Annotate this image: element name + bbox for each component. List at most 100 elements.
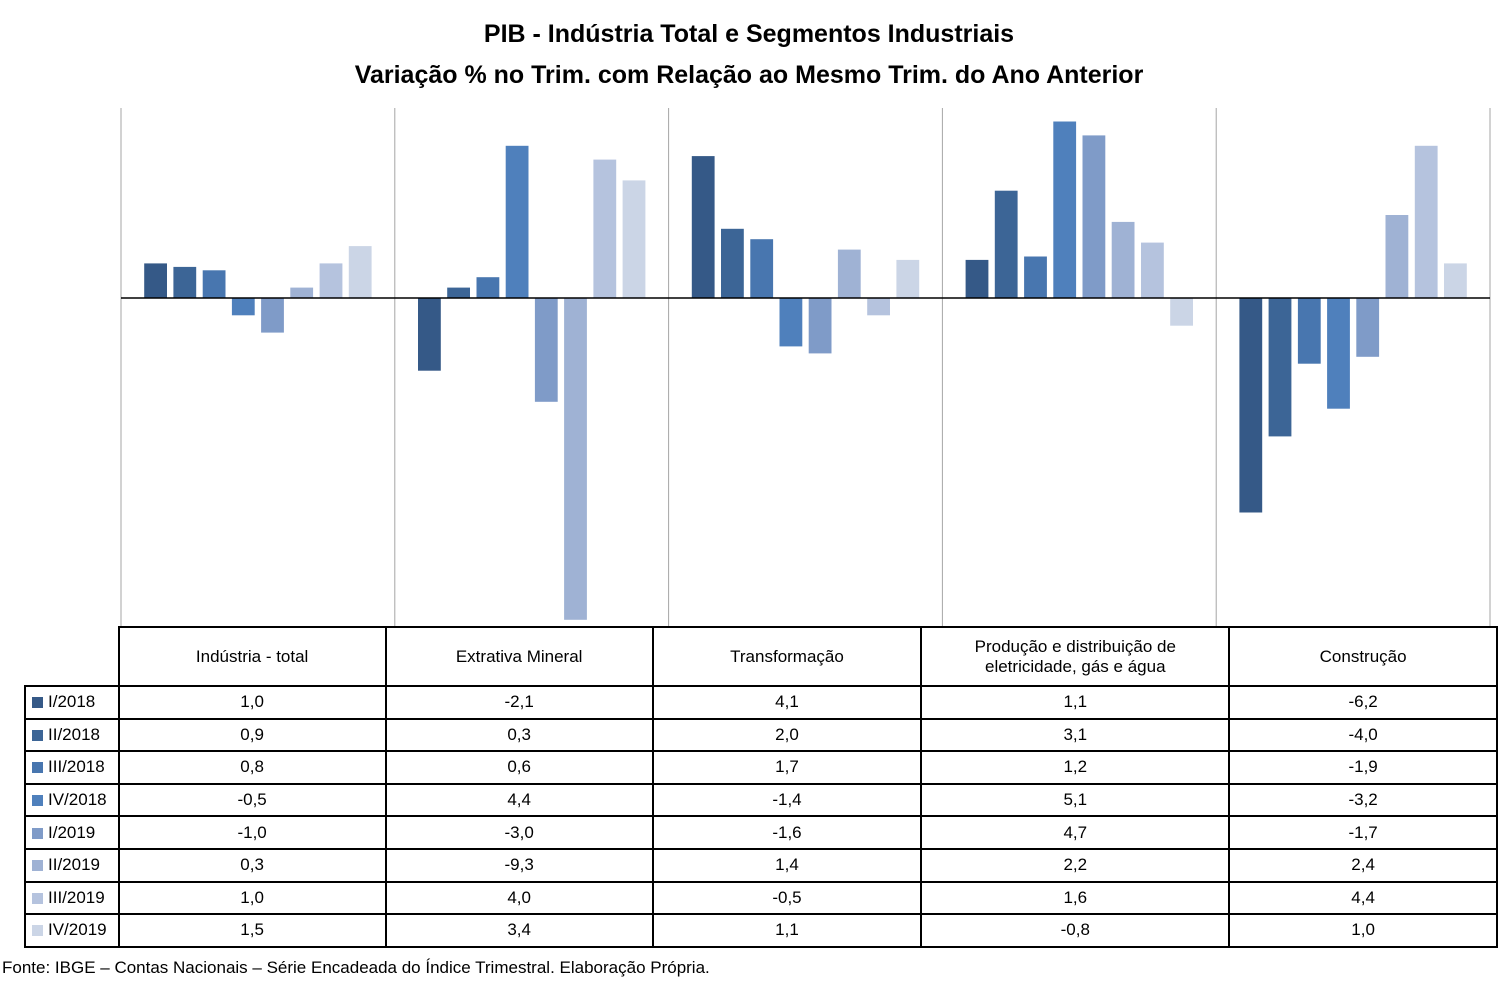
table-cell-value: -0,8 xyxy=(920,913,1231,948)
legend-cell: IV/2018 xyxy=(24,782,120,818)
table-cell-value: 0,3 xyxy=(384,717,654,753)
table-cell-value: -4,0 xyxy=(1228,717,1498,753)
column-header: Indústria - total xyxy=(117,626,387,687)
column-header: Construção xyxy=(1228,626,1498,687)
bar xyxy=(476,277,500,298)
bar xyxy=(808,298,832,354)
legend-label: III/2019 xyxy=(48,887,105,907)
column-header: Extrativa Mineral xyxy=(384,626,654,687)
table-cell-value: -1,9 xyxy=(1228,750,1498,785)
table-cell-value: 4,4 xyxy=(384,782,654,818)
legend-swatch-icon xyxy=(32,697,43,709)
chart-subtitle: Variação % no Trim. com Relação ao Mesmo… xyxy=(354,61,1144,89)
bar xyxy=(1268,298,1292,437)
bar xyxy=(202,270,226,298)
table-row: IV/2019 1,5 3,4 1,1 -0,8 1,0 xyxy=(24,913,1498,948)
table-cell-value: 0,6 xyxy=(384,750,654,785)
legend-cell: II/2018 xyxy=(24,717,120,753)
table-cell-value: -0,5 xyxy=(651,880,923,916)
table-cell-value: 2,4 xyxy=(1228,847,1498,883)
table-row: I/2019 -1,0 -3,0 -1,6 4,7 -1,7 xyxy=(24,815,1498,850)
legend-label: II/2018 xyxy=(48,724,100,744)
table-cell-value: -0,5 xyxy=(117,782,387,818)
table-cell-value: -1,4 xyxy=(651,782,923,818)
bar xyxy=(144,263,167,298)
bar xyxy=(1053,121,1077,298)
legend-cell: III/2018 xyxy=(24,750,120,785)
bar xyxy=(534,298,558,402)
legend-swatch-icon xyxy=(32,762,43,774)
table-cell-value: 1,5 xyxy=(117,913,387,948)
legend-label: I/2018 xyxy=(48,692,96,712)
legend-swatch-icon xyxy=(32,925,43,937)
table-cell-value: 4,4 xyxy=(1228,880,1498,916)
table-row: IV/2018 -0,5 4,4 -1,4 5,1 -3,2 xyxy=(24,782,1498,818)
table-cell-value: 3,4 xyxy=(384,913,654,948)
table-row: II/2018 0,9 0,3 2,0 3,1 -4,0 xyxy=(24,717,1498,753)
column-header: Produção e distribuição de eletricidade,… xyxy=(920,626,1231,687)
bar xyxy=(721,228,744,298)
bar xyxy=(1414,145,1438,298)
table-cell-value: 2,0 xyxy=(651,717,923,753)
bar xyxy=(290,287,314,298)
bar xyxy=(750,239,774,298)
table-header-row: Indústria - total Extrativa Mineral Tran… xyxy=(25,626,1498,687)
table-cell-value: 4,0 xyxy=(384,880,654,916)
legend-cell: II/2019 xyxy=(24,847,120,883)
legend-swatch-icon xyxy=(32,827,43,839)
bar xyxy=(564,298,587,620)
table-cell-value: 5,1 xyxy=(920,782,1231,818)
table-cell-value: 0,9 xyxy=(117,717,387,753)
bar xyxy=(1170,298,1193,326)
bar xyxy=(1111,221,1135,298)
bar xyxy=(1327,298,1350,409)
table-cell-value: 1,0 xyxy=(117,685,387,720)
table-corner xyxy=(25,627,120,687)
bar xyxy=(1297,298,1321,364)
column-header: Transformação xyxy=(651,626,923,687)
table-cell-value: -6,2 xyxy=(1228,685,1498,720)
table-row: II/2019 0,3 -9,3 1,4 2,2 2,4 xyxy=(24,847,1498,883)
table-row: III/2018 0,8 0,6 1,7 1,2 -1,9 xyxy=(24,750,1498,785)
table-cell-value: -1,0 xyxy=(117,815,387,850)
table-cell-value: 1,0 xyxy=(1228,913,1498,948)
bar xyxy=(837,249,861,298)
table-cell-value: 1,0 xyxy=(117,880,387,916)
table-cell-value: 1,7 xyxy=(651,750,923,785)
legend-swatch-icon xyxy=(32,860,43,872)
legend-cell: I/2018 xyxy=(24,685,120,720)
legend-cell: IV/2019 xyxy=(24,913,120,948)
legend-label: III/2018 xyxy=(48,757,105,777)
bar xyxy=(994,190,1018,298)
bar xyxy=(593,159,617,298)
bar xyxy=(867,298,890,316)
bar xyxy=(779,298,803,347)
bar xyxy=(1024,256,1047,298)
table-cell-value: 0,3 xyxy=(117,847,387,883)
legend-swatch-icon xyxy=(32,729,43,741)
bar xyxy=(348,246,372,298)
table-cell-value: 1,1 xyxy=(920,685,1231,720)
table-cell-value: 0,8 xyxy=(117,750,387,785)
bar xyxy=(319,263,343,298)
bar xyxy=(965,259,989,298)
bar xyxy=(505,145,529,298)
bar xyxy=(261,298,284,333)
bar xyxy=(1444,263,1467,298)
bar xyxy=(231,298,255,316)
bar xyxy=(1356,298,1380,357)
table-cell-value: -3,2 xyxy=(1228,782,1498,818)
table-cell-value: -1,6 xyxy=(651,815,923,850)
table-cell-value: 1,2 xyxy=(920,750,1231,785)
table-cell-value: -9,3 xyxy=(384,847,654,883)
legend-swatch-icon xyxy=(32,795,43,807)
legend-label: IV/2018 xyxy=(48,790,107,810)
legend-swatch-icon xyxy=(32,892,43,904)
legend-cell: I/2019 xyxy=(24,815,120,850)
bar xyxy=(418,298,441,371)
table-cell-value: 1,1 xyxy=(651,913,923,948)
table-cell-value: -2,1 xyxy=(384,685,654,720)
bar xyxy=(622,180,646,298)
table-cell-value: -3,0 xyxy=(384,815,654,850)
bar xyxy=(1239,298,1263,513)
